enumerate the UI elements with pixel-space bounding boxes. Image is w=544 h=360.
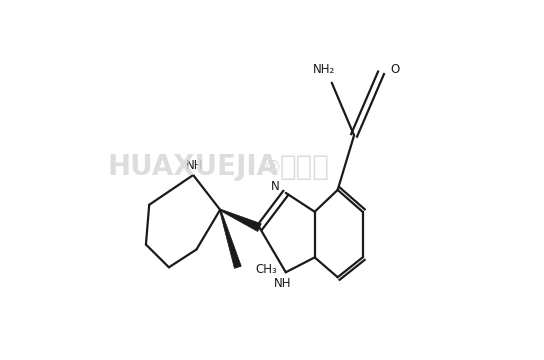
- Text: N: N: [271, 180, 280, 193]
- Text: 化学加: 化学加: [279, 153, 329, 181]
- Text: ®: ®: [263, 158, 281, 176]
- Text: O: O: [390, 63, 399, 76]
- Polygon shape: [219, 210, 242, 268]
- Text: NH₂: NH₂: [313, 63, 335, 76]
- Text: CH₃: CH₃: [255, 262, 277, 276]
- Polygon shape: [220, 209, 261, 231]
- Text: HUAXUEJIA: HUAXUEJIA: [108, 153, 279, 181]
- Text: NH: NH: [274, 277, 291, 290]
- Text: NH: NH: [186, 158, 204, 171]
